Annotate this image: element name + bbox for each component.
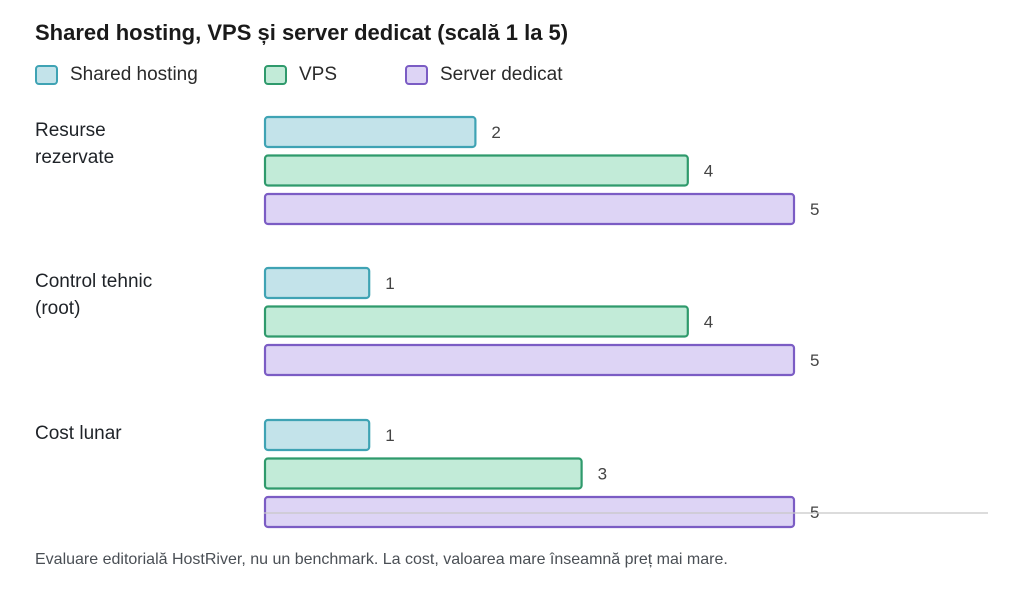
legend-label-shared-hosting: Shared hosting — [70, 64, 198, 85]
value-label-vps-1: 4 — [704, 162, 713, 181]
value-label-server-dedicat-1: 5 — [810, 200, 819, 219]
bar-vps-3 — [263, 457, 583, 490]
category-label-resurse-rezervate: Resurse rezervate — [35, 120, 115, 168]
category-label-control-tehnic: Control tehnic (root) — [35, 271, 153, 319]
legend-item-shared-hosting: Shared hosting — [35, 64, 198, 86]
bar-shared-hosting-1 — [263, 115, 477, 149]
value-label-vps-2: 4 — [704, 313, 713, 332]
legend-label-vps: VPS — [299, 64, 338, 85]
bar-shared-hosting-3 — [263, 418, 371, 452]
value-label-shared-hosting-3: 1 — [385, 426, 394, 445]
bar-server-dedicat-1 — [263, 192, 796, 226]
category-label-cost-lunar: Cost lunar — [35, 423, 122, 444]
legend-label-server-dedicat: Server dedicat — [440, 64, 563, 85]
legend-swatch-shared-hosting — [35, 65, 58, 85]
bar-server-dedicat-3 — [263, 495, 796, 529]
legend-swatch-vps — [264, 65, 287, 85]
value-label-shared-hosting-1: 2 — [491, 123, 500, 142]
bar-shared-hosting-2 — [263, 266, 371, 300]
value-label-vps-3: 3 — [598, 465, 607, 484]
chart-title: Shared hosting, VPS și server dedicat (s… — [35, 20, 569, 45]
legend-item-server-dedicat: Server dedicat — [405, 64, 563, 86]
legend-swatch-server-dedicat — [405, 65, 428, 85]
footnote: Evaluare editorială HostRiver, nu un ben… — [35, 551, 728, 568]
bar-vps-1 — [263, 154, 689, 187]
value-label-shared-hosting-2: 1 — [385, 274, 394, 293]
legend-item-vps: VPS — [264, 64, 337, 86]
bar-server-dedicat-2 — [263, 343, 796, 377]
bar-vps-2 — [263, 305, 689, 338]
value-label-server-dedicat-2: 5 — [810, 351, 819, 370]
